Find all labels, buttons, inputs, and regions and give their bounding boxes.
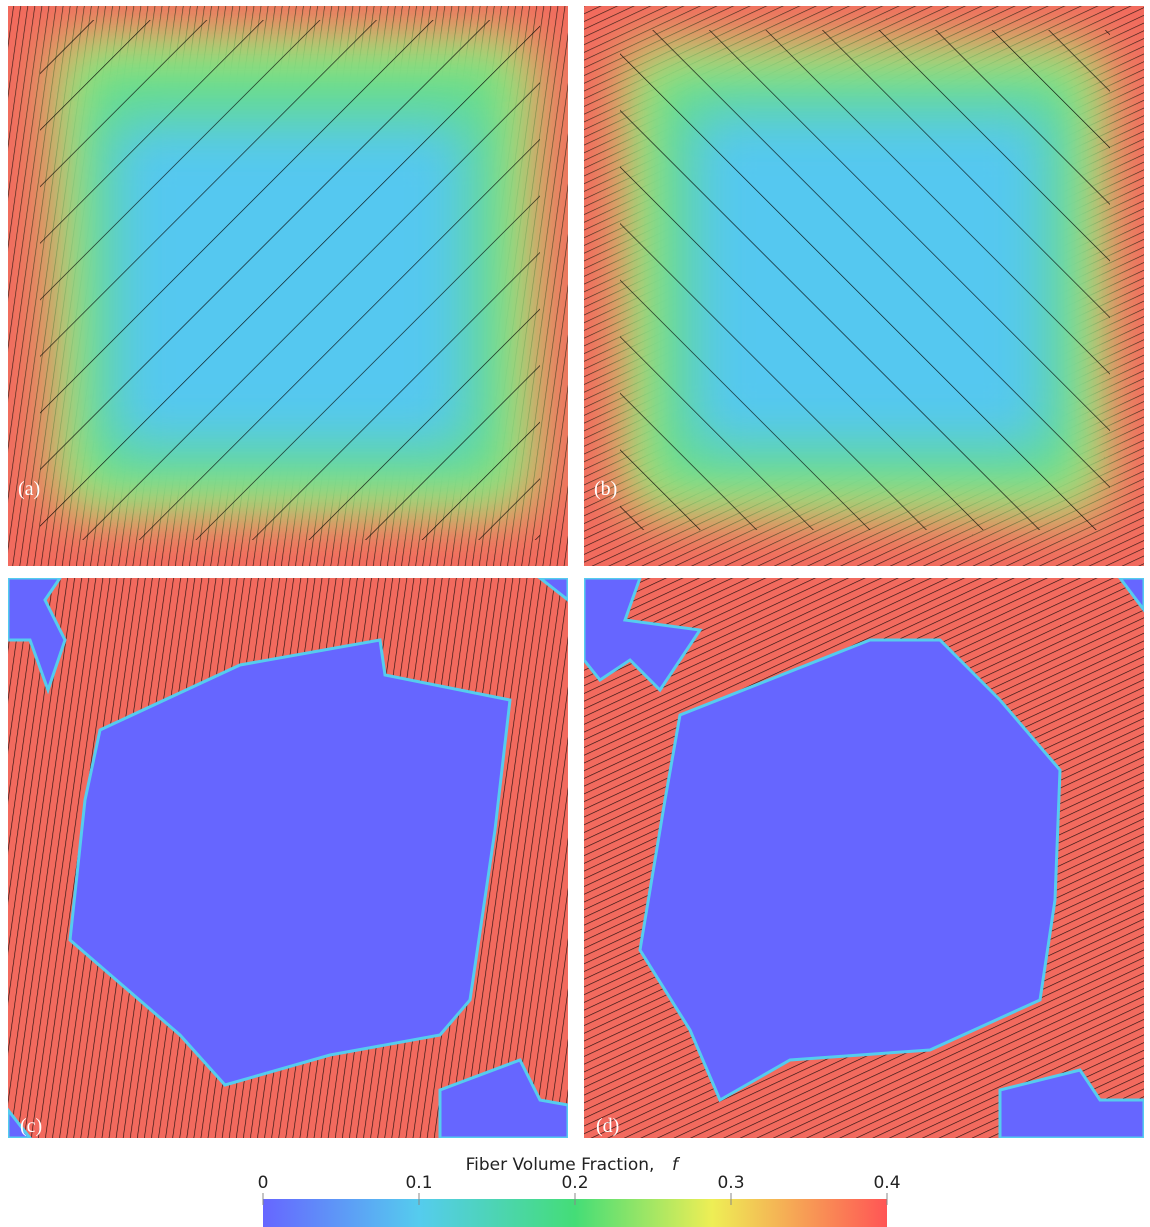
panel-a	[8, 6, 568, 566]
figure: (a) (b) (c) (d) Fiber Vol	[0, 0, 1150, 1227]
panel-label: (a)	[18, 478, 40, 500]
panel-label: (d)	[596, 1115, 619, 1137]
colorbar-symbol: f	[672, 1155, 681, 1175]
colorbar-tick-label: 0	[258, 1173, 269, 1193]
panel-d	[584, 578, 1144, 1138]
panel-c	[8, 578, 568, 1138]
colorbar-tick-label: 0.2	[561, 1173, 588, 1193]
colorbar-tick-label: 0.1	[405, 1173, 432, 1193]
colorbar-tick-label: 0.4	[873, 1173, 900, 1193]
colorbar-tick-label: 0.3	[717, 1173, 744, 1193]
colorbar-title: Fiber Volume Fraction,	[466, 1155, 655, 1175]
panel-label: (b)	[594, 478, 617, 500]
panel-label: (c)	[20, 1115, 42, 1137]
panel-b	[584, 6, 1144, 566]
